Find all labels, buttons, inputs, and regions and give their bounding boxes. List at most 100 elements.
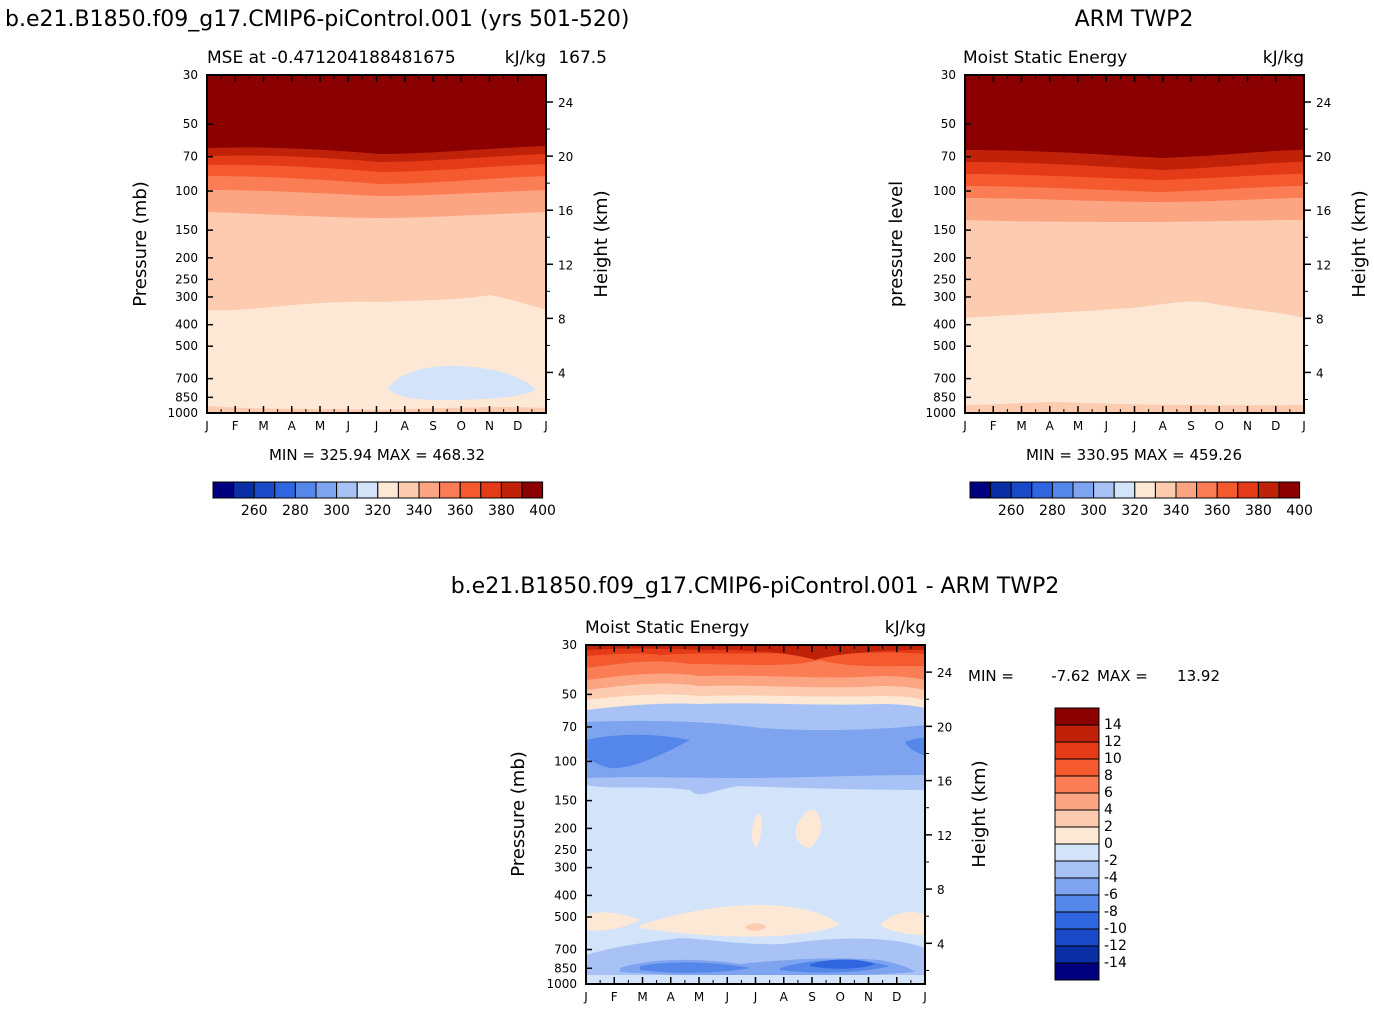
y-tick-label: 500 bbox=[554, 910, 577, 924]
colorbar-label: 280 bbox=[282, 503, 309, 519]
colorbar-box bbox=[1154, 481, 1177, 499]
colorbar-box bbox=[1054, 911, 1100, 930]
colorbar-box bbox=[500, 481, 523, 499]
colorbar-label: 360 bbox=[447, 503, 474, 519]
y-tick-label: 700 bbox=[933, 372, 956, 386]
colorbar-label: 260 bbox=[998, 503, 1025, 519]
model-band-above-400 bbox=[207, 75, 546, 154]
diff-band-positive-500mb-west bbox=[586, 912, 640, 931]
x-tick-label: M bbox=[258, 419, 268, 433]
x-tick-label: M bbox=[1016, 419, 1026, 433]
y-tick-label: 250 bbox=[175, 272, 198, 286]
colorbar-box bbox=[1054, 928, 1100, 947]
y-tick-label: 150 bbox=[933, 223, 956, 237]
y2-tick-label: 20 bbox=[558, 150, 573, 164]
colorbar-label: 340 bbox=[406, 503, 433, 519]
panel-diff: b.e21.B1850.f09_g17.CMIP6-piControl.001 … bbox=[451, 574, 1220, 1004]
model-right-title: kJ/kg bbox=[505, 48, 546, 68]
y-tick-label: 30 bbox=[941, 68, 956, 82]
y-tick-label: 300 bbox=[554, 861, 577, 875]
diff-band-positive-500mb-east bbox=[880, 912, 925, 935]
diff-band-positive-200mb-thin bbox=[751, 813, 762, 848]
colorbar-box bbox=[274, 481, 296, 499]
colorbar-label: 6 bbox=[1104, 785, 1113, 801]
colorbar-box bbox=[1054, 741, 1100, 760]
x-tick-label: F bbox=[611, 990, 618, 1004]
colorbar-box bbox=[397, 481, 420, 499]
y-tick-label: 100 bbox=[933, 184, 956, 198]
obs-stats: MIN = 330.95 MAX = 459.26 bbox=[1026, 446, 1242, 464]
colorbar-label: 320 bbox=[1121, 503, 1148, 519]
y-tick-label: 300 bbox=[175, 290, 198, 304]
y-tick-label: 500 bbox=[175, 339, 198, 353]
x-tick-label: J bbox=[922, 990, 927, 1004]
y2-tick-label: 12 bbox=[1316, 258, 1331, 272]
colorbar-label: 0 bbox=[1104, 836, 1113, 852]
colorbar-label: -4 bbox=[1104, 870, 1118, 886]
y2-tick-label: 12 bbox=[558, 258, 573, 272]
colorbar-box bbox=[1054, 945, 1100, 964]
x-tick-label: O bbox=[457, 419, 466, 433]
colorbar-box bbox=[294, 481, 317, 499]
diff-y2label: Height (km) bbox=[969, 760, 990, 867]
obs-ylabel: pressure level bbox=[886, 181, 907, 307]
colorbar-label: 320 bbox=[364, 503, 391, 519]
colorbar-box bbox=[1054, 877, 1100, 896]
y-tick-label: 50 bbox=[562, 687, 577, 701]
obs-right-title: kJ/kg bbox=[1263, 48, 1304, 68]
model-stats: MIN = 325.94 MAX = 468.32 bbox=[269, 446, 485, 464]
y-tick-label: 850 bbox=[175, 390, 198, 404]
x-tick-label: F bbox=[990, 419, 997, 433]
y2-tick-label: 20 bbox=[1316, 150, 1331, 164]
colorbar-box bbox=[1054, 724, 1100, 743]
colorbar-box bbox=[1196, 481, 1218, 499]
x-tick-label: J bbox=[724, 990, 729, 1004]
y-tick-label: 70 bbox=[183, 150, 198, 164]
y-tick-label: 250 bbox=[554, 843, 577, 857]
colorbar-label: 300 bbox=[323, 503, 350, 519]
y-tick-label: 150 bbox=[175, 223, 198, 237]
x-tick-label: D bbox=[1271, 419, 1280, 433]
x-tick-label: M bbox=[694, 990, 704, 1004]
x-tick-label: S bbox=[808, 990, 816, 1004]
colorbar-label: 10 bbox=[1104, 751, 1122, 767]
diff-band-positive-500mb-core bbox=[745, 923, 766, 931]
colorbar-box bbox=[233, 481, 255, 499]
x-tick-label: J bbox=[543, 419, 548, 433]
colorbar-label: -12 bbox=[1104, 938, 1127, 954]
diff-band-positive-500mb-center bbox=[640, 905, 840, 937]
y-tick-label: 50 bbox=[941, 117, 956, 131]
colorbar-box bbox=[1257, 481, 1280, 499]
x-tick-label: M bbox=[637, 990, 647, 1004]
colorbar-box bbox=[1054, 758, 1100, 777]
colorbar-label: 400 bbox=[529, 503, 556, 519]
y-tick-label: 100 bbox=[554, 754, 577, 768]
y-tick-label: 250 bbox=[933, 272, 956, 286]
diff-stats-max: 13.92 bbox=[1177, 667, 1220, 685]
colorbar-box bbox=[1051, 481, 1074, 499]
colorbar-label: 260 bbox=[241, 503, 268, 519]
x-tick-label: J bbox=[1103, 419, 1108, 433]
y-tick-label: 1000 bbox=[167, 406, 198, 420]
y-tick-label: 500 bbox=[933, 339, 956, 353]
y-tick-label: 1000 bbox=[925, 406, 956, 420]
x-tick-label: N bbox=[864, 990, 873, 1004]
model-y2label: Height (km) bbox=[591, 190, 612, 297]
obs-axes: J F M A M J J A S O N D J 30 50 70 100 150 200 250 300 400 500… bbox=[925, 68, 1331, 433]
x-tick-label: A bbox=[1046, 419, 1055, 433]
colorbar-box bbox=[1093, 481, 1115, 499]
colorbar-box bbox=[1175, 481, 1198, 499]
y2-tick-label: 20 bbox=[937, 720, 952, 734]
diff-band-positive-200mb-cell bbox=[795, 809, 822, 848]
x-tick-label: S bbox=[1187, 419, 1195, 433]
colorbar-label: 4 bbox=[1104, 802, 1113, 818]
model-colorbar: 260 280 300 320 340 360 380 400 bbox=[212, 481, 556, 519]
colorbar-box bbox=[212, 481, 235, 499]
colorbar-label: 8 bbox=[1104, 768, 1113, 784]
x-tick-label: O bbox=[1215, 419, 1224, 433]
x-tick-label: J bbox=[1132, 419, 1137, 433]
y-tick-label: 1000 bbox=[546, 977, 577, 991]
colorbar-box bbox=[253, 481, 276, 499]
y-tick-label: 850 bbox=[554, 961, 577, 975]
